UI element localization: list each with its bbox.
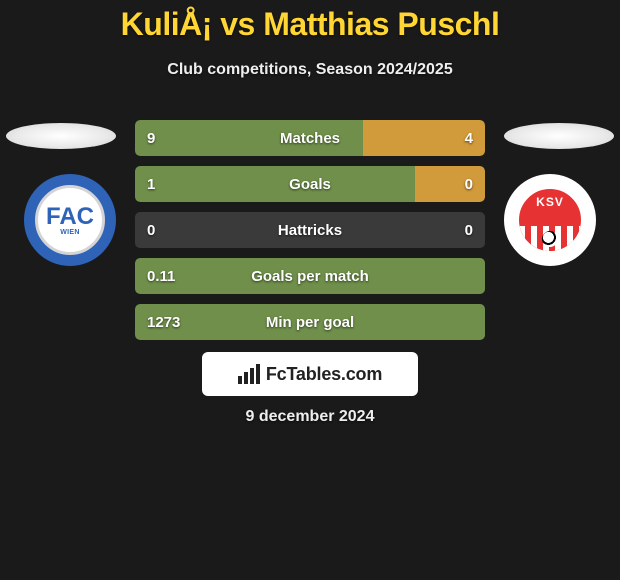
stat-label: Matches bbox=[135, 130, 485, 147]
stat-value-right: 4 bbox=[465, 130, 473, 147]
club-badge-left-text: FAC bbox=[46, 205, 94, 229]
stat-value-right: 0 bbox=[465, 222, 473, 239]
source-logo-box: FcTables.com bbox=[202, 352, 418, 396]
club-badge-right: KSV bbox=[504, 174, 596, 266]
bar-chart-icon bbox=[238, 364, 260, 384]
page-title: KuliÅ¡ vs Matthias Puschl bbox=[0, 0, 620, 43]
comparison-stats: 9Matches41Goals00Hattricks00.11Goals per… bbox=[135, 120, 485, 350]
stat-row: 1273Min per goal bbox=[135, 304, 485, 340]
club-badge-right-text: KSV bbox=[536, 195, 564, 209]
subtitle: Club competitions, Season 2024/2025 bbox=[0, 61, 620, 79]
stat-label: Hattricks bbox=[135, 222, 485, 239]
club-badge-right-inner: KSV bbox=[515, 185, 585, 255]
stat-row: 0.11Goals per match bbox=[135, 258, 485, 294]
soccer-ball-icon bbox=[542, 231, 558, 247]
player-left-oval bbox=[6, 123, 116, 149]
stat-row: 0Hattricks0 bbox=[135, 212, 485, 248]
player-right-oval bbox=[504, 123, 614, 149]
source-logo-text: FcTables.com bbox=[266, 364, 382, 385]
stat-value-right: 0 bbox=[465, 176, 473, 193]
stat-label: Goals per match bbox=[135, 268, 485, 285]
club-badge-left-subtext: WIEN bbox=[60, 229, 79, 236]
stat-label: Goals bbox=[135, 176, 485, 193]
stat-row: 1Goals0 bbox=[135, 166, 485, 202]
club-badge-left-inner: FAC WIEN bbox=[35, 185, 105, 255]
club-badge-left: FAC WIEN bbox=[24, 174, 116, 266]
stat-row: 9Matches4 bbox=[135, 120, 485, 156]
date-label: 9 december 2024 bbox=[0, 408, 620, 426]
stat-label: Min per goal bbox=[135, 314, 485, 331]
